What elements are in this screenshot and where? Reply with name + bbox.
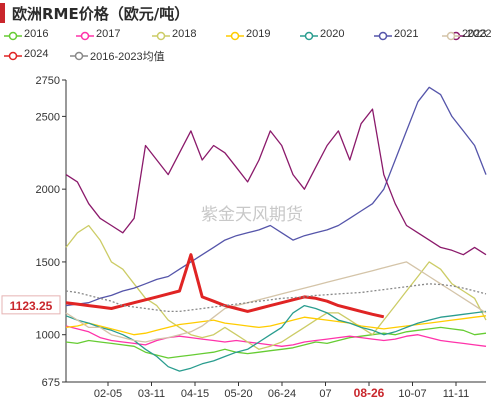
y-tick-label: 2750	[36, 75, 60, 87]
y-tick-label: 2500	[36, 111, 60, 123]
series-line	[65, 304, 487, 372]
series-line	[65, 108, 487, 256]
legend-swatch	[226, 31, 244, 41]
series-line	[65, 261, 487, 343]
legend-swatch	[70, 51, 88, 61]
x-tick-label: 02-05	[94, 388, 122, 400]
legend-swatch	[442, 31, 460, 41]
y-tick-label: 1000	[36, 330, 60, 342]
x-tick-label-highlight: 08-26	[354, 386, 385, 400]
x-tick-label: 11-11	[443, 388, 470, 400]
legend-swatch	[152, 31, 170, 41]
x-tick-label: 06-24	[268, 388, 296, 400]
legend-label: 2024	[24, 48, 49, 60]
legend-label: 2019	[246, 28, 271, 40]
legend-label: 2016-2023均值	[90, 51, 165, 63]
x-tick-label: 03-11	[138, 388, 165, 400]
series-line	[65, 325, 487, 347]
legend-label: 2020	[320, 28, 345, 40]
y-tick-label: 675	[42, 377, 60, 389]
series-line	[65, 224, 487, 350]
series-line	[65, 326, 487, 359]
last-value-box	[1, 295, 61, 315]
legend-label: 2016	[24, 28, 49, 40]
legend-swatch	[300, 31, 318, 41]
x-tick-label: 05-20	[224, 388, 252, 400]
x-tick-label: 04-15	[181, 388, 209, 400]
series-line	[65, 86, 487, 307]
legend-swatch	[76, 31, 94, 41]
y-tick-label: 1500	[36, 257, 60, 269]
legend-label: 2021	[394, 28, 419, 40]
legend-label: 2018	[172, 28, 197, 40]
legend-swatch	[4, 31, 22, 41]
title-accent	[0, 3, 5, 23]
watermark: 紫金天风期货	[201, 205, 303, 224]
title-bar: 欧洲RME价格（欧元/吨）	[0, 0, 501, 26]
x-tick-label: 10-07	[398, 388, 426, 400]
x-tick-label: 07	[319, 388, 331, 400]
chart-title: 欧洲RME价格（欧元/吨）	[12, 5, 190, 23]
series-line	[65, 315, 487, 336]
legend-label: 2023	[462, 28, 487, 40]
last-value-label: 1123.25	[10, 299, 53, 313]
y-tick-label: 2000	[36, 184, 60, 196]
legend-swatch	[374, 31, 392, 41]
legend-swatch	[4, 51, 22, 61]
series-line	[65, 283, 487, 313]
legend-label: 2017	[96, 28, 121, 40]
legend-label: 2022	[467, 28, 492, 40]
